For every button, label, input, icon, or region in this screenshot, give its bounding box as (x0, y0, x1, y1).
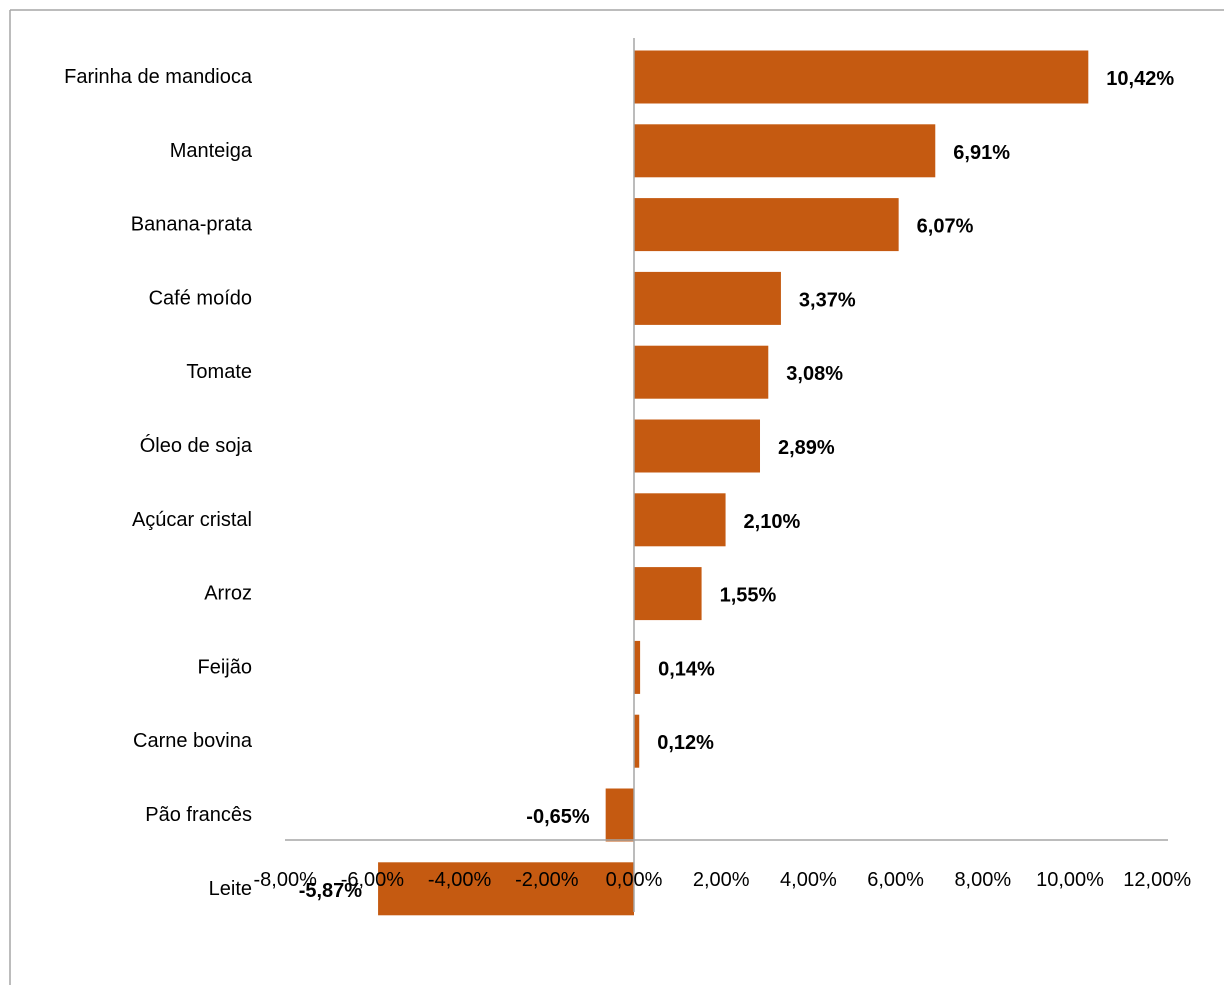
value-label: 2,89% (778, 437, 835, 459)
category-label: Café moído (149, 287, 252, 309)
category-label: Leite (209, 878, 252, 900)
value-label: 2,10% (744, 511, 801, 533)
category-label: Pão francês (145, 804, 252, 826)
bar (605, 788, 634, 842)
bar (634, 198, 899, 252)
x-tick-label: 8,00% (954, 869, 1011, 891)
bar (634, 124, 936, 178)
bar (634, 493, 726, 547)
x-tick-label: 6,00% (867, 869, 924, 891)
category-label: Tomate (186, 361, 252, 383)
category-label: Açúcar cristal (132, 509, 252, 531)
x-tick-label: -4,00% (428, 869, 492, 891)
x-tick-label: 0,00% (606, 869, 663, 891)
bar (634, 345, 769, 399)
x-tick-label: -8,00% (254, 869, 318, 891)
bar (378, 862, 634, 916)
bar (634, 271, 781, 325)
value-label: 6,07% (917, 216, 974, 238)
value-label: -5,87% (299, 880, 363, 902)
value-label: 10,42% (1106, 68, 1174, 90)
value-label: 3,08% (786, 363, 843, 385)
axes: -8,00% -6,00% -4,00% -2,00% 0,00% 2,00% 4,00% 6… (254, 38, 1191, 912)
category-label: Arroz (204, 583, 252, 605)
value-label: 1,55% (720, 585, 777, 607)
x-tick-label: 4,00% (780, 869, 837, 891)
value-label: 3,37% (799, 289, 856, 311)
labels: Farinha de mandioca 10,42% Manteiga 6,91% Ba… (64, 66, 1174, 902)
category-label: Manteiga (170, 140, 253, 162)
value-label: -0,65% (526, 806, 590, 828)
bar (634, 419, 761, 473)
bars (378, 50, 1089, 916)
value-label: 0,14% (658, 658, 715, 680)
x-tick-label: -6,00% (341, 869, 405, 891)
x-tick-label: 10,00% (1036, 869, 1104, 891)
bar (634, 640, 641, 694)
category-label: Óleo de soja (140, 434, 253, 457)
bar (634, 50, 1089, 104)
category-label: Feijão (198, 656, 252, 678)
category-label: Farinha de mandioca (64, 66, 253, 88)
value-label: 0,12% (657, 732, 714, 754)
x-tick-label: 2,00% (693, 869, 750, 891)
x-tick-label: 12,00% (1123, 869, 1191, 891)
bar (634, 714, 640, 768)
chart-frame (9, 9, 1224, 985)
category-label: Carne bovina (133, 730, 253, 752)
x-tick-label: -2,00% (515, 869, 579, 891)
category-label: Banana-prata (131, 214, 253, 236)
bar (634, 567, 702, 621)
value-label: 6,91% (953, 142, 1010, 164)
